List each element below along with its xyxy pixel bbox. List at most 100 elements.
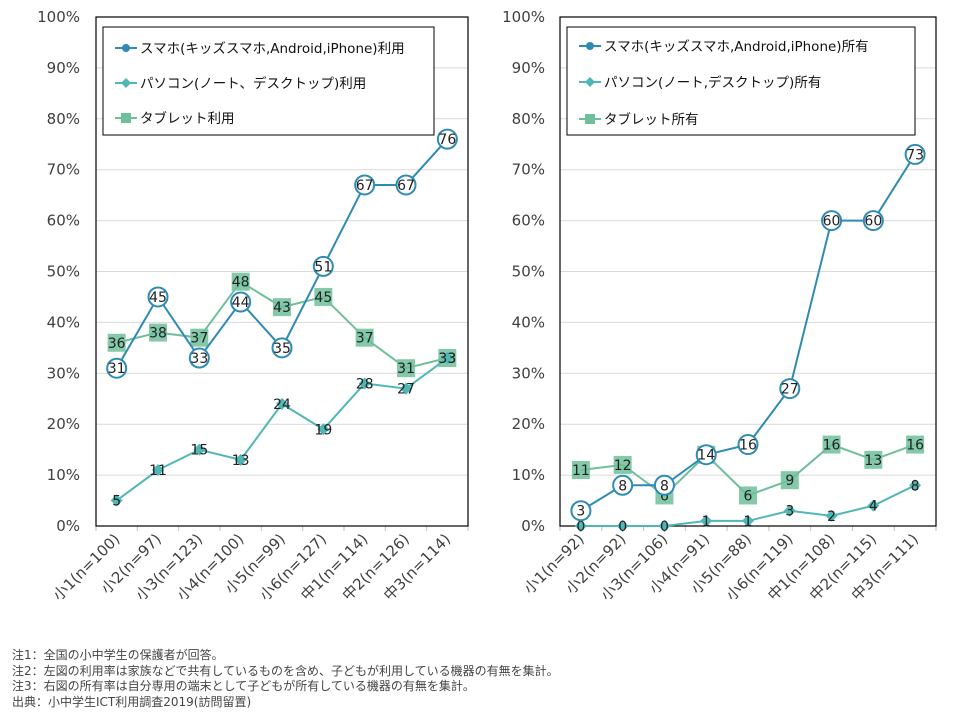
data-label: 0 — [576, 519, 585, 535]
legend-label-tablet: タブレット利用 — [140, 110, 235, 127]
data-label: 38 — [149, 326, 167, 342]
data-label-bubble — [821, 210, 843, 232]
data-point — [234, 453, 247, 466]
y-tick-label: 0% — [521, 517, 545, 535]
y-tick-label: 30% — [47, 364, 80, 382]
data-label: 12 — [614, 458, 632, 474]
y-tick-label: 50% — [47, 263, 80, 281]
data-point — [314, 287, 333, 306]
data-label: 67 — [356, 178, 374, 194]
data-label-bubble — [904, 143, 926, 165]
plot-frame — [95, 16, 469, 527]
y-tick-label: 50% — [512, 263, 545, 281]
data-label-bubble — [271, 337, 293, 359]
legend-marker-tablet — [121, 113, 131, 123]
data-point — [107, 333, 126, 352]
data-label: 4 — [869, 499, 878, 515]
data-label: 9 — [785, 473, 794, 489]
data-label: 6 — [744, 488, 753, 504]
series-smartphone: 3 8 8 14 16 27 60 60 73 — [570, 143, 926, 522]
data-label: 48 — [232, 275, 250, 291]
data-label-bubble — [106, 357, 128, 379]
data-point — [193, 443, 206, 456]
y-tick-label: 40% — [512, 313, 545, 331]
y-tick-label: 40% — [47, 313, 80, 331]
data-label: 28 — [356, 376, 374, 392]
data-point — [909, 479, 922, 492]
data-point — [613, 455, 632, 474]
series-line-pc — [116, 357, 448, 502]
data-label: 19 — [314, 422, 332, 438]
data-point — [783, 504, 796, 517]
data-label: 35 — [273, 341, 291, 357]
data-label: 36 — [108, 336, 126, 352]
data-point — [276, 397, 288, 410]
series-smartphone: 31 45 33 44 35 51 67 67 76 — [106, 128, 458, 379]
y-tick-label: 60% — [512, 212, 545, 230]
legend-label-pc: パソコン(ノート,デスクトップ)所有 — [604, 74, 821, 91]
data-label: 11 — [572, 463, 590, 479]
y-tick-label: 20% — [512, 415, 545, 433]
y-tick-label: 70% — [512, 161, 545, 179]
data-label-bubble — [612, 474, 634, 496]
data-label: 76 — [438, 132, 456, 148]
data-point — [273, 298, 291, 317]
y-tick-label: 60% — [47, 212, 80, 230]
data-point — [149, 323, 167, 342]
data-label-bubble — [312, 255, 334, 277]
data-point — [355, 328, 374, 347]
legend-marker-tablet — [585, 114, 595, 124]
data-label-bubble — [653, 474, 675, 496]
data-point — [152, 464, 164, 477]
chart-2: 0%10%20%30%40%50%60%70%80%90%100%小1(n=92… — [502, 8, 937, 604]
y-tick-label: 80% — [512, 110, 545, 128]
data-label: 0 — [660, 519, 669, 535]
data-label: 51 — [314, 259, 332, 275]
data-label: 3 — [576, 504, 585, 520]
data-label-bubble — [147, 286, 169, 308]
y-tick-label: 20% — [47, 415, 80, 433]
data-label: 14 — [697, 448, 715, 464]
data-label: 73 — [906, 147, 924, 163]
legend-label-tablet: タブレット所有 — [604, 111, 699, 128]
data-label: 16 — [823, 438, 841, 454]
data-point — [867, 499, 880, 512]
y-tick-label: 70% — [47, 161, 80, 179]
series-pc: 0 0 0 1 1 3 2 4 8 — [574, 478, 922, 535]
data-label-bubble — [695, 444, 717, 466]
data-label: 8 — [660, 478, 669, 494]
y-tick-label: 0% — [56, 517, 80, 535]
legend-marker-smartphone — [586, 42, 594, 50]
data-label-bubble — [395, 174, 417, 196]
y-tick-label: 80% — [47, 110, 80, 128]
data-label: 37 — [190, 331, 208, 347]
data-label: 67 — [397, 178, 415, 194]
data-point — [825, 509, 838, 522]
legend-label-pc: パソコン(ノート、デスクトップ)利用 — [140, 75, 366, 92]
data-label: 60 — [864, 214, 882, 230]
data-point — [658, 520, 671, 532]
legend-box — [566, 26, 916, 136]
chart-1: 0%10%20%30%40%50%60%70%80%90%100%小1(n=10… — [37, 8, 469, 604]
data-label: 5 — [112, 494, 121, 510]
data-point — [110, 494, 123, 507]
series-tablet: 36 38 37 48 43 45 37 31 33 — [107, 272, 457, 378]
legend-label-smartphone: スマホ(キッズスマホ,Android,iPhone)所有 — [604, 39, 869, 55]
data-label-bubble — [354, 174, 376, 196]
y-tick-label: 10% — [47, 466, 80, 484]
data-label: 45 — [314, 290, 332, 306]
data-label: 13 — [864, 453, 882, 469]
data-label: 11 — [149, 463, 167, 479]
footnotes: 注1：全国の小中学生の保護者が回答。 注2：左図の利用率は家族などで共有している… — [12, 648, 942, 710]
data-point — [574, 520, 587, 532]
data-label: 24 — [273, 397, 291, 413]
legend-marker-smartphone — [122, 44, 130, 52]
data-point — [358, 377, 371, 390]
data-label-bubble — [230, 291, 252, 313]
source-note: 出典：小中学生ICT利用調査2019(訪問留置) — [12, 694, 252, 709]
legend-marker-pc — [585, 77, 595, 87]
data-label: 33 — [190, 351, 208, 367]
data-point — [571, 461, 590, 480]
data-point — [400, 382, 412, 395]
